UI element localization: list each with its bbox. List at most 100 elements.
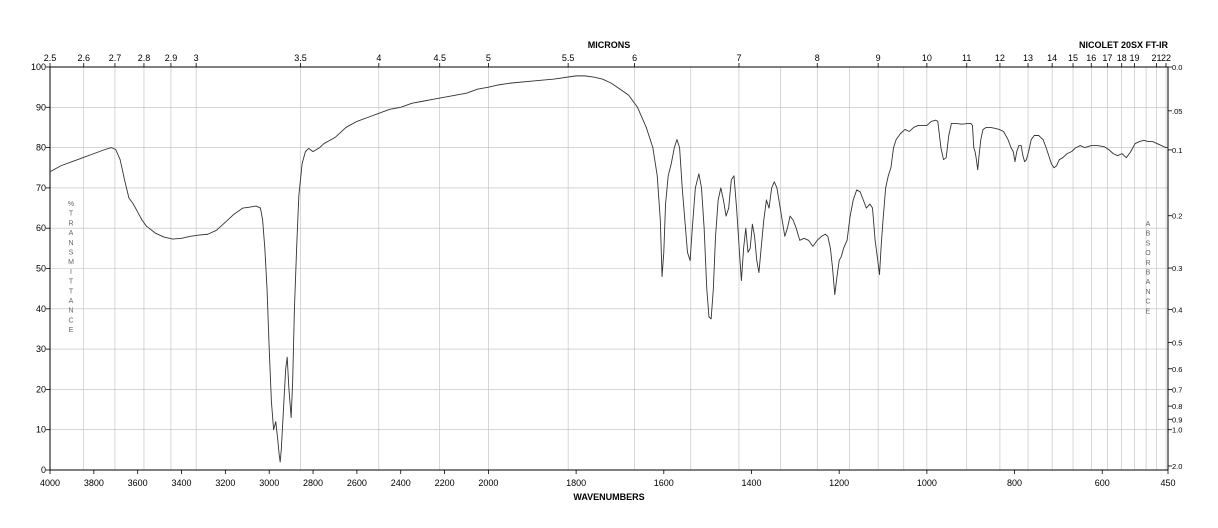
top-tick-label: 7: [736, 53, 741, 63]
top-tick-label: 2.7: [109, 53, 122, 63]
y-axis-title-letter: M: [68, 259, 74, 266]
x-tick-label: 2400: [391, 478, 411, 488]
top-tick-label: 16: [1086, 53, 1096, 63]
y-axis-title-letter: E: [69, 327, 74, 334]
top-tick-label: 3: [194, 53, 199, 63]
x-tick-label: 1000: [917, 478, 937, 488]
y-axis-title-letter: C: [68, 317, 73, 324]
x-tick-label: 1400: [741, 478, 761, 488]
top-tick-label: 9: [876, 53, 881, 63]
y-axis-title-letter: N: [68, 308, 73, 315]
y-axis-title-letter: A: [69, 298, 74, 305]
top-tick-label: 19: [1130, 53, 1140, 63]
y-axis-title-letter: A: [69, 230, 74, 237]
absorbance-tick-label: 0.6: [1172, 365, 1182, 374]
x-tick-label: 3400: [172, 478, 192, 488]
absorbance-tick-label: 1.0: [1172, 426, 1182, 435]
absorbance-tick-label: 0.9: [1172, 415, 1182, 424]
x-tick-label: 1800: [566, 478, 586, 488]
y2-axis-title-letter: E: [1146, 308, 1151, 315]
x-tick-label: 2600: [347, 478, 367, 488]
x-tick-label: 3000: [259, 478, 279, 488]
micron-tick-labels: 2.5 2.6 2.7 2.8 2.9 3 3.5 4 4.5 5 5.5 6 7 8 9 10 11 12 13 1…: [44, 53, 1171, 67]
x-tick-label: 800: [1007, 478, 1022, 488]
top-tick-label: 3.5: [294, 53, 307, 63]
x-tick-label: 3200: [215, 478, 235, 488]
absorbance-tick-label: 0.4: [1172, 306, 1182, 315]
absorbance-tick-label: 0.0: [1172, 63, 1182, 72]
absorbance-tick-label: 0.8: [1172, 402, 1182, 411]
absorbance-tick-label: 0.3: [1172, 264, 1182, 273]
y-axis-title-letter: T: [69, 211, 74, 218]
y-tick-label: 40: [36, 304, 46, 314]
top-tick-label: 18: [1117, 53, 1127, 63]
top-tick-label: 21: [1152, 53, 1162, 63]
x-tick-label: 2800: [303, 478, 323, 488]
y2-axis-title-letter: A: [1146, 279, 1151, 286]
y-axis-title-letter: T: [69, 279, 74, 286]
y-tick-label: 100: [31, 62, 46, 72]
y-tick-label: 90: [36, 102, 46, 112]
y2-axis-title-letter: C: [1145, 299, 1150, 306]
x-tick-label: 1600: [654, 478, 674, 488]
y-tick-label: 20: [36, 384, 46, 394]
transmittance-tick-labels: 0 10 20 30 40 50 60 70 80 90 100: [31, 62, 50, 475]
x-tick-label: 4000: [40, 478, 60, 488]
y-tick-label: 60: [36, 223, 46, 233]
top-tick-label: 2.8: [138, 53, 151, 63]
top-tick-label: 15: [1068, 53, 1078, 63]
absorbance-tick-label: .05: [1172, 107, 1182, 116]
y2-axis-title-letter: S: [1146, 240, 1151, 247]
y-tick-label: 0: [41, 465, 46, 475]
y2-axis-title-letter: O: [1145, 250, 1151, 257]
microns-axis-title: MICRONS: [588, 40, 631, 50]
y2-axis-title-letter: A: [1146, 221, 1151, 228]
top-tick-label: 4: [376, 53, 381, 63]
top-tick-label: 2.6: [77, 53, 90, 63]
y-axis-title-letter: I: [70, 269, 72, 276]
y-tick-label: 80: [36, 143, 46, 153]
y-axis-title-letter: %: [68, 201, 74, 208]
top-tick-label: 12: [995, 53, 1005, 63]
y-axis-title-letter: T: [69, 288, 74, 295]
y-tick-label: 30: [36, 344, 46, 354]
absorbance-tick-label: 2.0: [1172, 462, 1182, 471]
absorbance-tick-label: 0.1: [1172, 146, 1182, 155]
top-tick-label: 22: [1161, 53, 1171, 63]
x-tick-label: 3600: [128, 478, 148, 488]
top-tick-label: 17: [1102, 53, 1112, 63]
y-axis-title-letter: S: [69, 250, 74, 257]
absorbance-tick-labels: 0.0 .05 0.1 0.2 0.3 0.4 0.5 0.6 0.7 0.8 0.9 1.0 2.0: [1168, 63, 1182, 471]
spectrum-line: [49, 75, 1168, 463]
top-tick-label: 8: [815, 53, 820, 63]
instrument-label: NICOLET 20SX FT-IR: [1079, 40, 1169, 50]
y-tick-label: 70: [36, 183, 46, 193]
top-tick-label: 2.9: [165, 53, 178, 63]
wavenumber-tick-labels: 4000 3800 3600 3400 3200 3000 2800 2600 2400 2200…: [40, 470, 1176, 488]
top-tick-label: 5.5: [562, 53, 575, 63]
top-tick-label: 11: [962, 53, 971, 63]
x-tick-label: 3800: [84, 478, 104, 488]
y2-axis-title-letter: N: [1145, 289, 1150, 296]
top-tick-label: 2.5: [44, 53, 57, 63]
y-axis-title-letter: N: [68, 240, 73, 247]
x-tick-label: 2200: [435, 478, 455, 488]
absorbance-tick-label: 0.5: [1172, 339, 1182, 348]
absorbance-tick-label: 0.2: [1172, 212, 1182, 221]
top-tick-label: 5: [486, 53, 491, 63]
x-tick-label: 450: [1160, 478, 1175, 488]
top-tick-label: 6: [632, 53, 637, 63]
y2-axis-title-letter: B: [1146, 231, 1151, 238]
y2-axis-title-letter: B: [1146, 270, 1151, 277]
top-tick-label: 13: [1023, 53, 1033, 63]
y2-axis-title-letter: R: [1145, 260, 1150, 267]
top-tick-label: 4.5: [433, 53, 446, 63]
top-tick-label: 10: [922, 53, 932, 63]
y-axis-title-letter: R: [68, 220, 73, 227]
x-tick-label: 600: [1095, 478, 1110, 488]
absorbance-tick-label: 0.7: [1172, 386, 1182, 395]
y-tick-label: 50: [36, 264, 46, 274]
